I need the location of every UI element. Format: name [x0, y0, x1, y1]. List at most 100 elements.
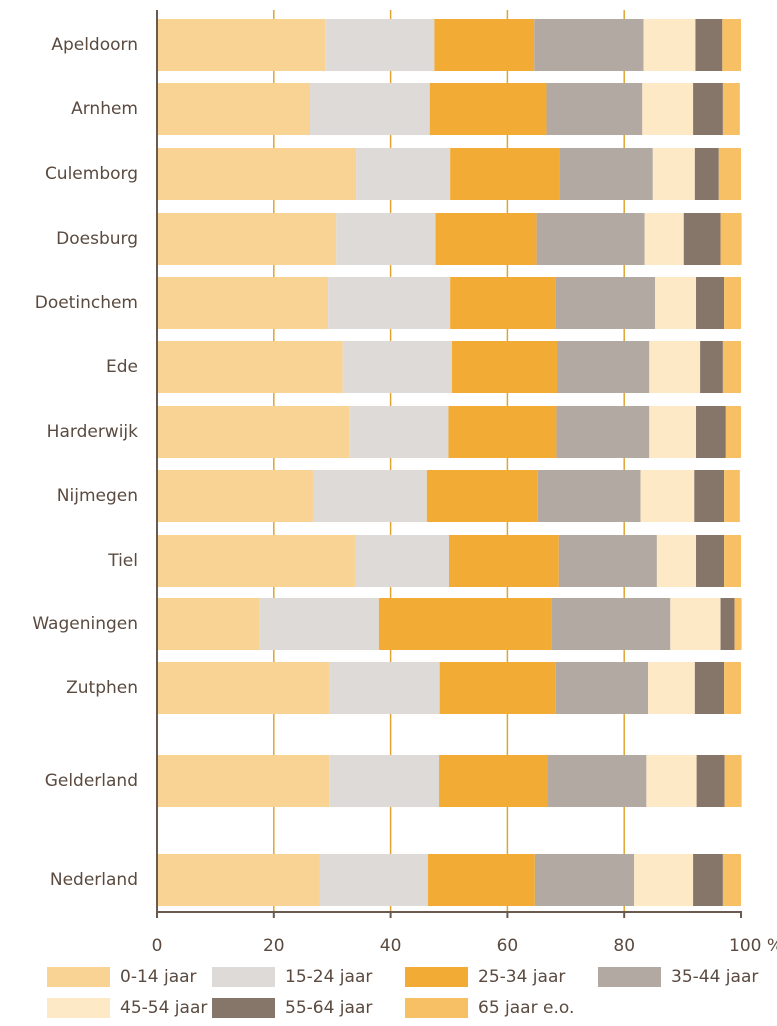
y-tick-label: Zutphen: [66, 678, 138, 698]
bar-segment: [157, 277, 329, 329]
bar-segment: [451, 341, 558, 393]
bar-segment: [534, 19, 644, 71]
bar-segment: [694, 662, 725, 714]
bar-segment: [722, 341, 741, 393]
legend-label: 25-34 jaar: [478, 967, 565, 987]
bar-segment: [724, 470, 740, 522]
bar-segment: [695, 19, 723, 71]
legend-label: 65 jaar e.o.: [478, 998, 574, 1018]
bar-segment: [724, 535, 741, 587]
bar-segment: [558, 535, 657, 587]
bar-segment: [536, 213, 645, 265]
legend-label: 55-64 jaar: [285, 998, 372, 1018]
bar-segment: [652, 148, 695, 200]
bar-segment: [693, 83, 723, 135]
x-tick-label: 20: [263, 936, 285, 956]
bar-segment: [724, 662, 741, 714]
bar-segment: [448, 406, 557, 458]
bar-segment: [354, 535, 449, 587]
legend-swatch: [405, 967, 468, 987]
bar-segment: [700, 341, 723, 393]
bar-segment: [722, 19, 741, 71]
bar-segment: [722, 854, 741, 906]
y-tick-label: Nijmegen: [57, 486, 138, 506]
bar-segment: [534, 854, 635, 906]
y-tick-label: Arnhem: [71, 99, 138, 119]
x-tick-label: 80: [613, 936, 635, 956]
bar-segment: [694, 470, 725, 522]
bar-segment: [724, 755, 742, 807]
bar-segment: [648, 662, 695, 714]
bar-segment: [450, 277, 556, 329]
bar-segment: [640, 470, 695, 522]
x-tick-label: 100 %: [729, 936, 777, 956]
bar-segment: [725, 406, 741, 458]
bar-segment: [555, 662, 649, 714]
bar-segment: [547, 755, 647, 807]
bar-segment: [642, 83, 694, 135]
bar-segment: [157, 535, 355, 587]
bar-segment: [328, 277, 451, 329]
bar-segment: [439, 755, 548, 807]
x-tick-label: 0: [152, 936, 163, 956]
y-tick-label: Nederland: [50, 870, 138, 890]
bar-segment: [722, 83, 740, 135]
y-tick-label: Culemborg: [45, 164, 138, 184]
legend-label: 35-44 jaar: [671, 967, 758, 987]
bar-segment: [450, 148, 560, 200]
bar-segment: [670, 598, 721, 650]
bar-segment: [556, 406, 650, 458]
bar-segment: [435, 213, 537, 265]
bar-segment: [426, 470, 538, 522]
bar-segment: [724, 277, 741, 329]
legend-swatch: [47, 998, 110, 1018]
bar-segment: [696, 535, 725, 587]
bar-segment: [649, 406, 697, 458]
legend-swatch: [405, 998, 468, 1018]
bar-segment: [696, 277, 725, 329]
bar-segment: [439, 662, 556, 714]
bar-segment: [157, 83, 311, 135]
bar-segment: [718, 148, 741, 200]
bar-segment: [693, 854, 723, 906]
bar-segment: [157, 148, 357, 200]
bar-segment: [157, 598, 260, 650]
bar-segment: [434, 19, 535, 71]
bar-segment: [546, 83, 643, 135]
legend-label: 0-14 jaar: [120, 967, 197, 987]
bar-segment: [157, 755, 330, 807]
bar-segment: [342, 341, 452, 393]
bar-segment: [720, 213, 742, 265]
bar-segment: [551, 598, 671, 650]
y-tick-label: Gelderland: [45, 771, 138, 791]
y-tick-label: Doesburg: [56, 229, 138, 249]
legend-label: 15-24 jaar: [285, 967, 372, 987]
x-tick-label: 40: [380, 936, 402, 956]
bar-segment: [734, 598, 742, 650]
bar-segment: [720, 598, 735, 650]
bar-segment: [312, 470, 427, 522]
legend-swatch: [212, 998, 275, 1018]
bar-segment: [555, 277, 656, 329]
bar-segment: [378, 598, 552, 650]
bar-segment: [557, 341, 650, 393]
bar-segment: [696, 406, 726, 458]
bar-segment: [157, 662, 330, 714]
bar-segment: [537, 470, 641, 522]
bar-segment: [427, 854, 535, 906]
y-tick-label: Harderwijk: [47, 422, 138, 442]
bar-segment: [157, 213, 337, 265]
bar-segment: [694, 148, 719, 200]
bar-segment: [157, 470, 313, 522]
bar-segment: [349, 406, 449, 458]
bar-segment: [683, 213, 721, 265]
bar-segment: [325, 19, 435, 71]
bar-segment: [449, 535, 559, 587]
y-tick-label: Ede: [106, 357, 138, 377]
y-tick-label: Doetinchem: [35, 293, 138, 313]
legend-swatch: [212, 967, 275, 987]
legend-swatch: [598, 967, 661, 987]
y-tick-label: Apeldoorn: [51, 35, 138, 55]
bar-segment: [649, 341, 701, 393]
bar-segment: [634, 854, 694, 906]
